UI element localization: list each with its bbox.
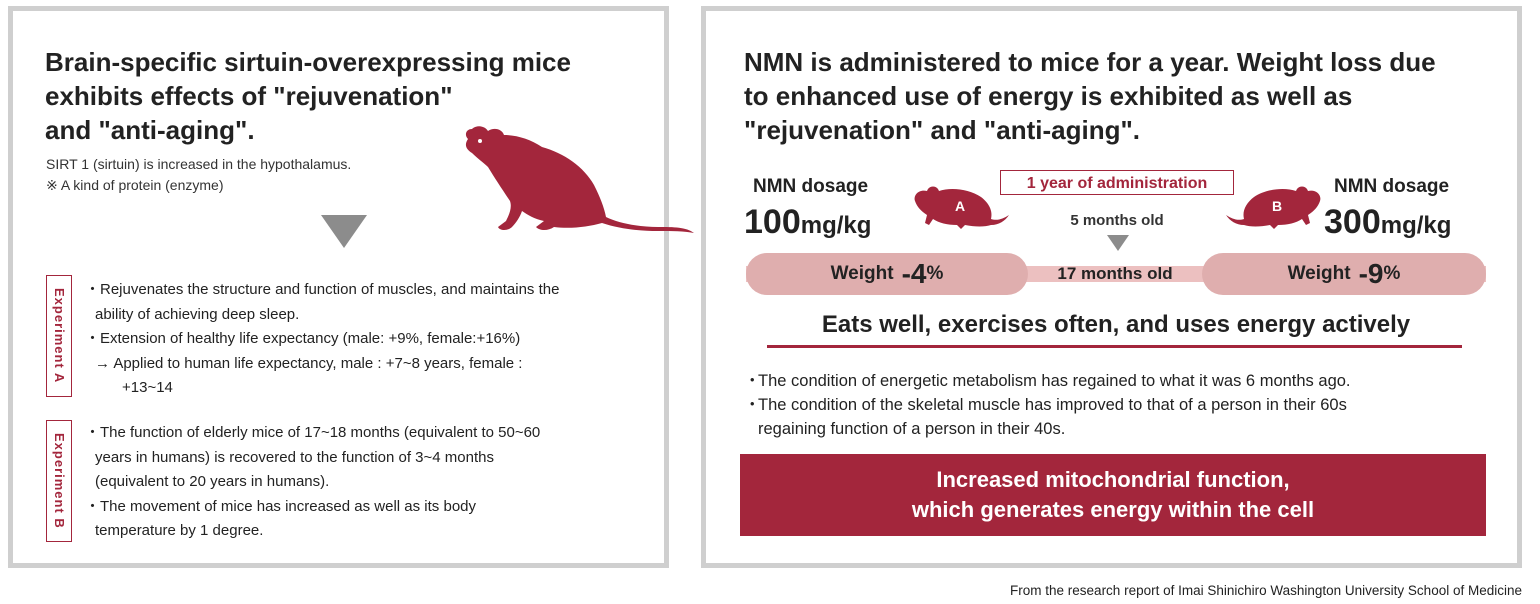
- bullet-text: The condition of the skeletal muscle has…: [758, 396, 1347, 414]
- weight-b-value: -9: [1358, 258, 1384, 289]
- dose-a-number: 100: [744, 203, 801, 241]
- headline: Eats well, exercises often, and uses ene…: [821, 311, 1411, 338]
- experiment-a-line: ・Rejuvenates the structure and function …: [85, 281, 560, 298]
- left-title: Brain-specific sirtuin-overexpressing mi…: [45, 45, 645, 147]
- right-title-line-1: NMN is administered to mice for a year. …: [744, 47, 1436, 77]
- experiment-b-line: temperature by 1 degree.: [95, 522, 264, 539]
- down-arrow-icon: [1107, 235, 1129, 251]
- experiment-a-line: ・Extension of healthy life expectancy (m…: [85, 330, 521, 347]
- right-panel: NMN is administered to mice for a year. …: [701, 6, 1522, 568]
- dose-a-label: NMN dosage: [753, 176, 869, 197]
- weight-b-pill: Weight -9 %: [1202, 253, 1486, 295]
- experiment-a-text: ・Rejuvenates the structure and function …: [85, 278, 651, 401]
- experiment-b-line: years in humans) is recovered to the fun…: [95, 448, 494, 466]
- right-title: NMN is administered to mice for a year. …: [744, 45, 1514, 147]
- experiment-b-line: ・The movement of mice has increased as w…: [85, 497, 477, 515]
- bullet-mark: ・: [744, 396, 761, 414]
- experiment-a-label: Experiment A: [46, 275, 72, 397]
- headline-underline: [767, 345, 1462, 348]
- weight-a-label: Weight: [830, 263, 894, 284]
- right-title-line-3: "rejuvenation" and "anti-aging".: [744, 115, 1141, 145]
- experiment-a-line: → Applied to human life expectancy, male…: [95, 354, 523, 372]
- right-title-line-2: to enhanced use of energy is exhibited a…: [744, 81, 1353, 111]
- experiment-b-text: ・The function of elderly mice of 17~18 m…: [85, 421, 651, 544]
- dose-a-value: 100mg/kg: [744, 203, 871, 242]
- conclusion-line-2: which generates energy within the cell: [911, 497, 1315, 522]
- bullet-text: The condition of energetic metabolism ha…: [758, 372, 1351, 390]
- left-title-line-3: and "anti-aging".: [45, 115, 255, 145]
- source-credit: From the research report of Imai Shinich…: [1010, 583, 1522, 598]
- left-panel: Brain-specific sirtuin-overexpressing mi…: [8, 6, 694, 568]
- down-arrow-icon: [321, 215, 367, 248]
- weight-a-unit: %: [926, 263, 944, 284]
- bullet-item: ・The condition of energetic metabolism h…: [744, 369, 1504, 393]
- bullet-text-continued: regaining function of a person in their …: [758, 420, 1066, 438]
- weight-b-label: Weight: [1287, 263, 1351, 284]
- weight-a-pill: Weight -4 %: [746, 253, 1028, 295]
- left-title-line-2: exhibits effects of "rejuvenation": [45, 81, 453, 111]
- weight-b-unit: %: [1383, 263, 1401, 284]
- dose-b-unit: mg/kg: [1380, 212, 1452, 239]
- mouse-b-letter: B: [1272, 198, 1282, 214]
- experiment-b-line: ・The function of elderly mice of 17~18 m…: [85, 424, 541, 441]
- dose-a-unit: mg/kg: [800, 212, 872, 239]
- experiment-b-label: Experiment B: [46, 420, 72, 542]
- age-end: 17 months old: [1057, 264, 1173, 283]
- experiment-a-line: ability of achieving deep sleep.: [95, 305, 300, 323]
- protein-note: ※ A kind of protein (enzyme): [46, 177, 224, 193]
- dose-b-value: 300mg/kg: [1324, 203, 1451, 242]
- conclusion-box: Increased mitochondrial function, which …: [740, 454, 1486, 536]
- left-title-line-1: Brain-specific sirtuin-overexpressing mi…: [45, 47, 571, 77]
- result-bullets: ・The condition of energetic metabolism h…: [744, 369, 1504, 441]
- mouse-icon: [465, 126, 694, 233]
- bullet-item: ・The condition of the skeletal muscle ha…: [744, 393, 1504, 417]
- experiment-b-line: (equivalent to 20 years in humans).: [95, 473, 330, 490]
- dose-b-number: 300: [1324, 203, 1381, 241]
- weight-a-value: -4: [901, 258, 927, 289]
- sirt1-note: SIRT 1 (sirtuin) is increased in the hyp…: [46, 156, 352, 172]
- mouse-a-icon: A: [914, 186, 1009, 229]
- mouse-a-letter: A: [955, 198, 965, 214]
- age-start: 5 months old: [1070, 212, 1164, 229]
- dose-b-label: NMN dosage: [1334, 176, 1450, 197]
- conclusion-line-1: Increased mitochondrial function,: [936, 467, 1290, 492]
- bullet-mark: ・: [744, 372, 761, 390]
- mouse-b-icon: B: [1226, 186, 1321, 229]
- administration-label: 1 year of administration: [1000, 170, 1234, 195]
- experiment-a-line: +13~14: [122, 379, 173, 396]
